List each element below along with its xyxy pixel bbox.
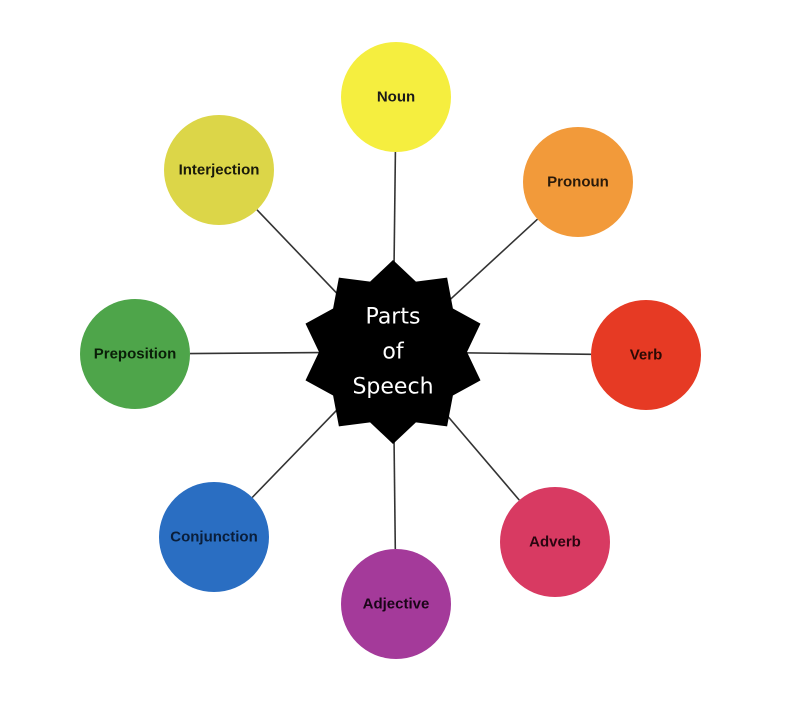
connector-preposition	[189, 351, 336, 355]
hub-star-shape	[305, 260, 481, 444]
node-circle-pronoun	[523, 127, 633, 237]
node-label-adjective: Adjective	[363, 596, 430, 613]
node-adverb: Adverb	[500, 487, 610, 597]
node-circle-verb	[591, 300, 701, 410]
node-label-conjunction: Conjunction	[170, 529, 257, 546]
node-pronoun: Pronoun	[523, 127, 633, 237]
hub-title-line-3: Speech	[352, 375, 433, 400]
connector-pronoun	[435, 218, 539, 314]
node-interjection: Interjection	[164, 115, 274, 225]
node-label-preposition: Preposition	[94, 346, 177, 363]
node-circle-adverb	[500, 487, 610, 597]
node-adjective: Adjective	[341, 549, 451, 659]
node-verb: Verb	[591, 300, 701, 410]
connector-verb	[450, 351, 592, 356]
node-label-adverb: Adverb	[529, 534, 581, 551]
hub: Parts of Speech	[305, 260, 481, 444]
node-noun: Noun	[341, 42, 451, 152]
node-label-noun: Noun	[377, 89, 415, 106]
node-preposition: Preposition	[80, 299, 190, 409]
hub-title-line-2: of	[382, 340, 404, 365]
node-circle-interjection	[164, 115, 274, 225]
node-circle-noun	[341, 42, 451, 152]
node-circle-adjective	[341, 549, 451, 659]
node-circle-preposition	[80, 299, 190, 409]
connector-conjunction	[251, 393, 354, 499]
node-label-interjection: Interjection	[179, 162, 260, 179]
nodes: Noun Pronoun Verb Adverb Adjective Conjunctio…	[80, 42, 701, 659]
node-circle-conjunction	[159, 482, 269, 592]
node-conjunction: Conjunction	[159, 482, 269, 592]
node-label-pronoun: Pronoun	[547, 174, 609, 191]
hub-title-line-1: Parts	[366, 305, 421, 330]
node-label-verb: Verb	[630, 347, 663, 364]
